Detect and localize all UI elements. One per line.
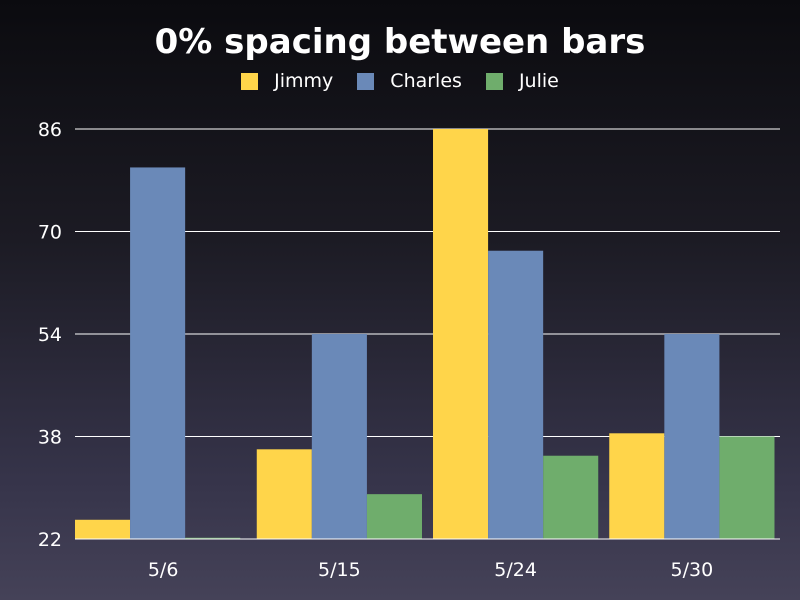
bar-jimmy [75, 519, 131, 539]
y-tick-label: 38 [38, 427, 62, 449]
bars [75, 129, 775, 539]
bar-julie [719, 436, 775, 539]
legend: Jimmy Charles Julie [0, 70, 800, 92]
y-tick-label: 54 [38, 324, 62, 346]
bar-julie [185, 537, 241, 539]
legend-swatch-jimmy [241, 72, 259, 90]
y-tick-label: 86 [38, 119, 62, 141]
bar-jimmy [256, 449, 312, 539]
x-tick-label: 5/24 [494, 559, 537, 581]
bar-julie [366, 494, 422, 539]
legend-swatch-julie [485, 72, 503, 90]
bar-charles [130, 167, 186, 539]
x-tick-label: 5/15 [318, 559, 361, 581]
bar-jimmy [609, 433, 665, 539]
legend-label-julie: Julie [518, 70, 559, 92]
bar-charles [488, 250, 544, 539]
bar-charles [311, 334, 367, 539]
chart-title: 0% spacing between bars [154, 22, 646, 62]
x-tick-label: 5/30 [671, 559, 714, 581]
y-tick-label: 70 [38, 222, 62, 244]
legend-swatch-charles [357, 72, 375, 90]
legend-label-jimmy: Jimmy [274, 70, 334, 92]
bar-julie [543, 455, 599, 539]
legend-item-charles: Charles [357, 70, 462, 92]
axes: 22 38 54 70 86 5/6 5/15 5/24 5/30 [38, 119, 780, 581]
bar-charles [664, 334, 720, 539]
y-tick-label: 22 [38, 529, 62, 551]
legend-label-charles: Charles [390, 70, 462, 92]
x-tick-label: 5/6 [148, 559, 179, 581]
legend-item-julie: Julie [485, 70, 559, 92]
bar-jimmy [433, 129, 489, 539]
legend-item-jimmy: Jimmy [241, 70, 333, 92]
